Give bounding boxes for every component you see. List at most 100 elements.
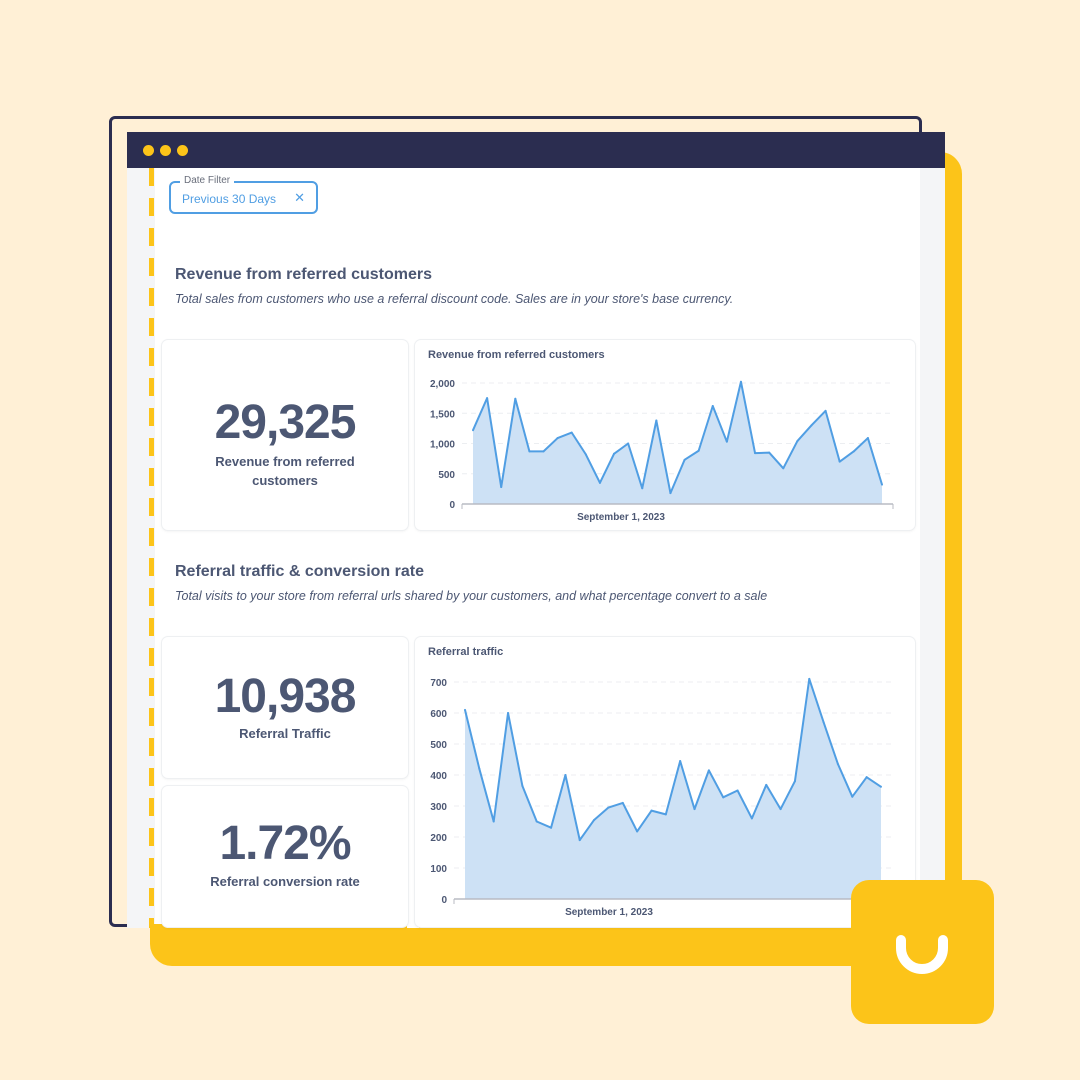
data-point [697, 449, 700, 452]
data-point [521, 784, 524, 787]
data-point [822, 721, 825, 724]
data-point [556, 437, 559, 440]
data-point [613, 452, 616, 455]
data-point [664, 813, 667, 816]
data-point [478, 767, 481, 770]
data-point [514, 397, 517, 400]
data-point [852, 450, 855, 453]
data-point [711, 404, 714, 407]
conversion-stat-card[interactable]: 1.72% Referral conversion rate [162, 786, 408, 927]
data-point [808, 677, 811, 680]
data-point [693, 808, 696, 811]
close-icon[interactable]: ✕ [294, 190, 305, 205]
traffic-stat-card[interactable]: 10,938 Referral Traffic [162, 637, 408, 778]
data-point [725, 440, 728, 443]
data-point [507, 712, 510, 714]
date-filter[interactable]: Date Filter Previous 30 Days ✕ [169, 175, 318, 214]
y-tick-label: 0 [441, 895, 447, 906]
data-point [472, 429, 474, 432]
y-tick-label: 0 [449, 500, 455, 511]
revenue-stat-card[interactable]: 29,325 Revenue from referred customers [162, 340, 408, 530]
y-tick-label: 400 [430, 771, 447, 782]
data-point [754, 452, 757, 455]
data-point [486, 397, 489, 400]
y-tick-label: 300 [430, 802, 447, 813]
data-point [765, 783, 768, 786]
x-tick-label: September 1, 2023 [565, 907, 653, 918]
data-point [793, 780, 796, 783]
data-point [570, 431, 573, 434]
y-tick-label: 100 [430, 864, 447, 875]
revenue-value: 29,325 [214, 396, 357, 449]
area-fill [473, 381, 882, 504]
data-point [865, 776, 868, 779]
data-point [636, 830, 639, 833]
data-point [750, 817, 753, 820]
data-point [535, 820, 538, 823]
data-point [851, 795, 854, 798]
chart-title: Revenue from referred customers [428, 349, 605, 361]
series-line [472, 380, 883, 495]
data-point [650, 809, 653, 812]
data-point [528, 450, 531, 453]
data-point [683, 458, 686, 461]
data-point [722, 796, 725, 799]
data-point [578, 839, 581, 842]
data-point [782, 467, 785, 470]
data-point [679, 760, 682, 763]
data-point [464, 708, 466, 711]
smile-icon [896, 935, 948, 974]
data-point [736, 789, 739, 792]
data-point [621, 801, 624, 804]
y-tick-label: 2,000 [430, 379, 455, 390]
data-point [768, 451, 771, 454]
revenue-label: Revenue from referred customers [215, 454, 355, 488]
data-point [641, 487, 644, 490]
traffic-chart-card[interactable]: Referral traffic 0 100 200 300 400 500 600 700 S… [415, 637, 915, 927]
section-subtitle: Total visits to your store from referral… [175, 589, 768, 603]
data-point [564, 774, 567, 776]
data-point [779, 808, 782, 811]
data-point [584, 453, 587, 456]
y-tick-label: 500 [430, 740, 447, 751]
data-point [593, 818, 596, 821]
chart-title: Referral traffic [428, 646, 504, 658]
y-tick-label: 1,000 [430, 440, 455, 451]
data-point [866, 437, 869, 440]
window-dot-icon [177, 145, 188, 156]
dashed-border [149, 168, 154, 928]
data-point [627, 442, 630, 445]
traffic-chart: 0 100 200 300 400 500 600 700 September 1, 2023 [430, 677, 894, 918]
y-tick-label: 200 [430, 833, 447, 844]
data-point [542, 450, 545, 453]
data-point [669, 492, 672, 495]
y-tick-label: 600 [430, 709, 447, 720]
data-point [881, 483, 883, 486]
y-tick-label: 1,500 [430, 409, 455, 420]
data-point [707, 769, 710, 772]
data-point [607, 806, 610, 809]
traffic-label: Referral Traffic [239, 726, 331, 741]
data-point [836, 763, 839, 766]
data-point [796, 440, 799, 443]
conversion-label: Referral conversion rate [210, 874, 360, 889]
section-title: Revenue from referred customers [175, 266, 432, 283]
shopping-bag-logo [851, 880, 994, 1024]
section-title: Referral traffic & conversion rate [175, 563, 424, 580]
section-subtitle: Total sales from customers who use a ref… [175, 292, 734, 306]
date-filter-value[interactable]: Previous 30 Days [182, 192, 277, 206]
revenue-chart: 0 500 1,000 1,500 2,000 September 1, 2023 [430, 379, 894, 523]
traffic-value: 10,938 [214, 670, 357, 723]
data-point [810, 424, 813, 427]
data-point [880, 785, 882, 788]
data-point [739, 380, 742, 383]
x-tick-label: September 1, 2023 [577, 512, 665, 523]
data-point [838, 460, 841, 463]
revenue-chart-card[interactable]: Revenue from referred customers 0 500 1,00… [415, 340, 915, 530]
date-filter-label: Date Filter [180, 175, 235, 186]
data-point [500, 486, 503, 489]
window-dot-icon [160, 145, 171, 156]
conversion-value: 1.72% [219, 817, 351, 870]
series-line [464, 677, 882, 842]
data-point [492, 820, 495, 823]
